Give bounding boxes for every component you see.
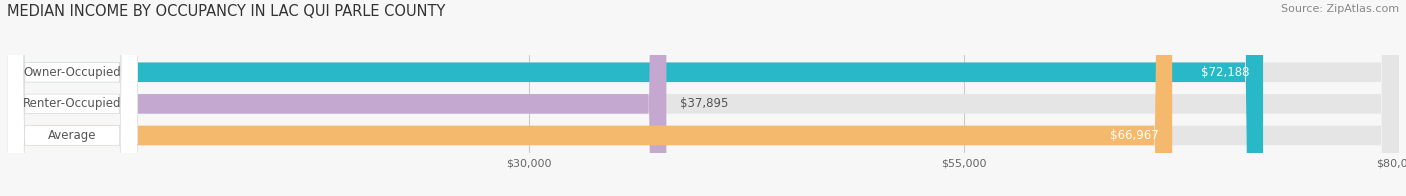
FancyBboxPatch shape: [7, 0, 138, 196]
FancyBboxPatch shape: [7, 0, 666, 196]
FancyBboxPatch shape: [7, 0, 138, 196]
FancyBboxPatch shape: [7, 0, 138, 196]
FancyBboxPatch shape: [7, 0, 1173, 196]
Text: $66,967: $66,967: [1109, 129, 1159, 142]
Text: MEDIAN INCOME BY OCCUPANCY IN LAC QUI PARLE COUNTY: MEDIAN INCOME BY OCCUPANCY IN LAC QUI PA…: [7, 4, 446, 19]
Text: $37,895: $37,895: [681, 97, 728, 110]
Text: Owner-Occupied: Owner-Occupied: [24, 66, 121, 79]
Text: Source: ZipAtlas.com: Source: ZipAtlas.com: [1281, 4, 1399, 14]
FancyBboxPatch shape: [7, 0, 1399, 196]
Text: $72,188: $72,188: [1201, 66, 1249, 79]
Text: Average: Average: [48, 129, 97, 142]
Text: Renter-Occupied: Renter-Occupied: [22, 97, 121, 110]
FancyBboxPatch shape: [7, 0, 1399, 196]
FancyBboxPatch shape: [7, 0, 1399, 196]
FancyBboxPatch shape: [7, 0, 1263, 196]
